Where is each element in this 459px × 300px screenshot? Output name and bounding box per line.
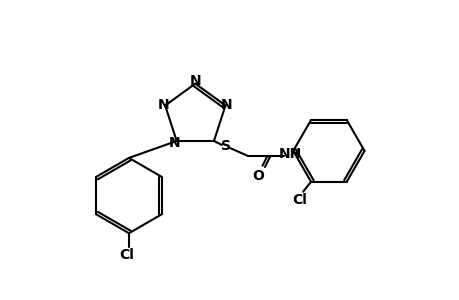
Text: Cl: Cl	[292, 193, 307, 207]
Text: N: N	[220, 98, 232, 112]
Text: N: N	[168, 136, 180, 150]
Text: N: N	[189, 74, 201, 88]
Text: O: O	[252, 169, 264, 183]
Text: S: S	[220, 139, 230, 153]
Text: Cl: Cl	[119, 248, 134, 262]
Text: NH: NH	[278, 147, 301, 161]
Text: N: N	[157, 98, 168, 112]
